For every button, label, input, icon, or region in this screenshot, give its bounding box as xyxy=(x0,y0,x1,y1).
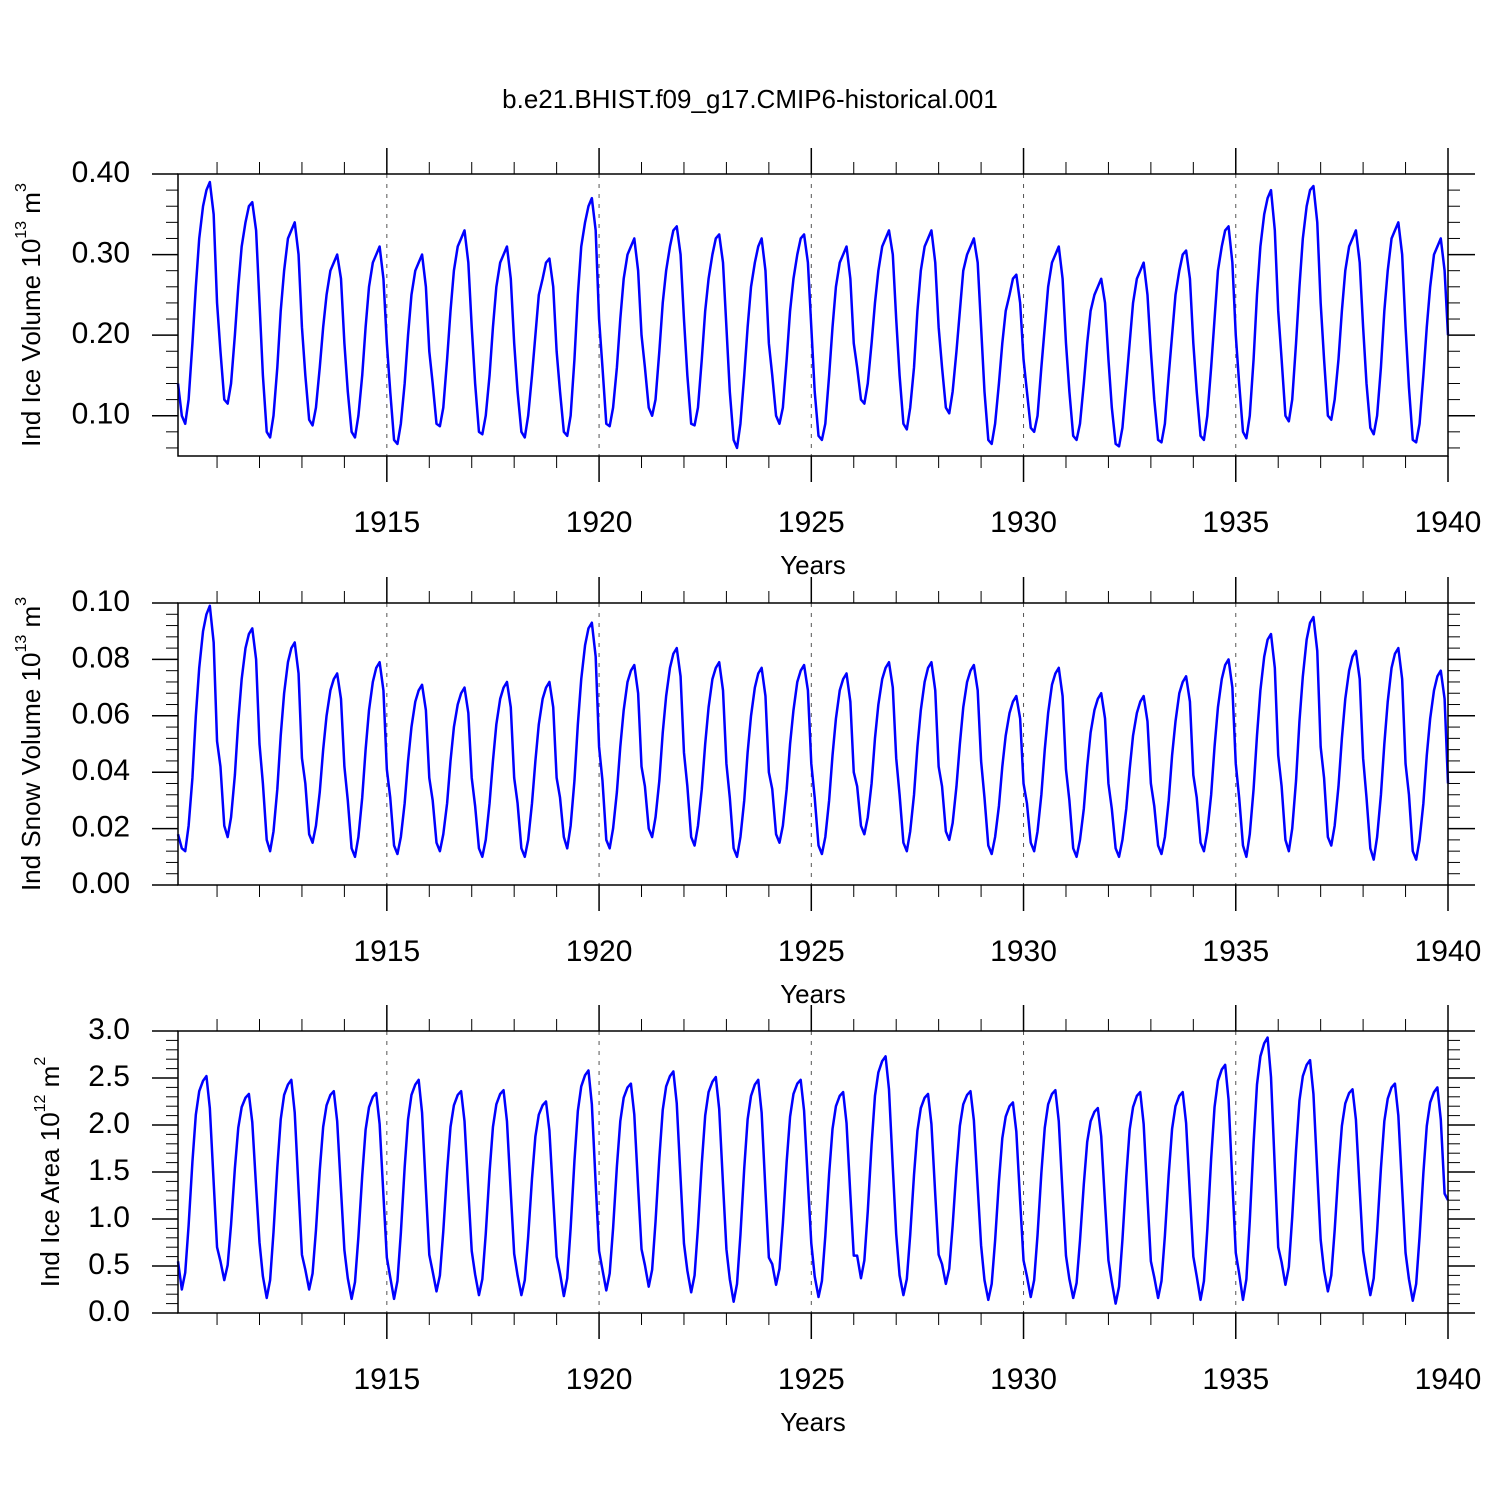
y-tick-label: 0.08 xyxy=(72,641,130,674)
y-axis-title-unit: m xyxy=(16,606,46,635)
x-tick-label: 1935 xyxy=(1202,1363,1269,1396)
x-tick-label: 1915 xyxy=(353,1363,420,1396)
data-line xyxy=(176,1036,1450,1305)
y-tick-label: 0.30 xyxy=(72,236,130,269)
x-tick-label: 1915 xyxy=(353,506,420,539)
chart-title: b.e21.BHIST.f09_g17.CMIP6-historical.001 xyxy=(502,84,998,114)
y-axis-title-unit-exponent: 3 xyxy=(13,183,30,192)
x-tick-label: 1935 xyxy=(1202,506,1269,539)
y-axis-title-unit: m xyxy=(16,192,46,221)
x-tick-label: 1930 xyxy=(990,1363,1057,1396)
plot-frame xyxy=(177,1030,1449,1314)
x-tick-label: 1925 xyxy=(778,1363,845,1396)
x-tick-label: 1930 xyxy=(990,506,1057,539)
y-tick-label: 0.40 xyxy=(72,156,130,189)
y-tick-label: 2.5 xyxy=(88,1060,130,1093)
y-axis-title-unit-exponent: 2 xyxy=(32,1057,49,1066)
x-tick-label: 1920 xyxy=(566,1363,633,1396)
x-axis-title: Years xyxy=(780,550,846,580)
plot-frame xyxy=(177,173,1449,457)
y-tick-label: 0.02 xyxy=(72,811,130,844)
y-tick-label: 0.00 xyxy=(72,867,130,900)
y-axis-title-text: Ind Snow Volume 10 xyxy=(16,653,46,892)
x-tick-label: 1940 xyxy=(1415,935,1482,968)
y-axis-title-unit-exponent: 3 xyxy=(13,597,30,606)
x-tick-label: 1925 xyxy=(778,935,845,968)
data-line xyxy=(176,180,1450,450)
x-tick-label: 1940 xyxy=(1415,506,1482,539)
plot-frame xyxy=(177,602,1449,886)
y-axis-title: Ind Snow Volume 1013 m3 xyxy=(13,597,46,891)
x-tick-label: 1915 xyxy=(353,935,420,968)
x-axis-title: Years xyxy=(780,979,846,1009)
y-tick-label: 0.10 xyxy=(72,398,130,431)
x-tick-label: 1935 xyxy=(1202,935,1269,968)
y-axis-title-text: Ind Ice Volume 10 xyxy=(16,239,46,447)
y-axis-title-exponent: 13 xyxy=(13,635,30,653)
y-tick-label: 0.0 xyxy=(88,1295,130,1328)
panel: 0.10 0.20 0.30 0.40 1915 1920 1925 1930 1935 1940… xyxy=(13,148,1481,580)
x-tick-label: 1925 xyxy=(778,506,845,539)
x-axis-title: Years xyxy=(780,1407,846,1437)
y-tick-label: 0.04 xyxy=(72,754,130,787)
y-tick-label: 0.5 xyxy=(88,1248,130,1281)
y-axis-title: Ind Ice Volume 1013 m3 xyxy=(13,183,46,447)
panel: 0.0 0.5 1.0 1.5 2.0 2.5 3.0 1915 1920 1925 1930 193… xyxy=(32,1005,1481,1437)
y-tick-label: 0.10 xyxy=(72,585,130,618)
y-tick-label: 1.0 xyxy=(88,1201,130,1234)
panel: 0.00 0.02 0.04 0.06 0.08 0.10 1915 1920 1925 1930… xyxy=(13,577,1481,1009)
x-tick-label: 1920 xyxy=(566,506,633,539)
y-tick-label: 3.0 xyxy=(88,1013,130,1046)
y-tick-label: 2.0 xyxy=(88,1107,130,1140)
x-tick-label: 1920 xyxy=(566,935,633,968)
x-tick-label: 1940 xyxy=(1415,1363,1482,1396)
y-tick-label: 0.20 xyxy=(72,317,130,350)
y-axis-title-exponent: 12 xyxy=(32,1094,49,1112)
y-tick-label: 1.5 xyxy=(88,1154,130,1187)
y-axis-title-exponent: 13 xyxy=(13,221,30,239)
data-line xyxy=(176,604,1450,861)
x-tick-label: 1930 xyxy=(990,935,1057,968)
y-axis-title: Ind Ice Area 1012 m2 xyxy=(32,1057,65,1288)
y-tick-label: 0.06 xyxy=(72,698,130,731)
y-axis-title-unit: m xyxy=(35,1066,65,1095)
y-axis-title-text: Ind Ice Area 10 xyxy=(35,1112,65,1287)
